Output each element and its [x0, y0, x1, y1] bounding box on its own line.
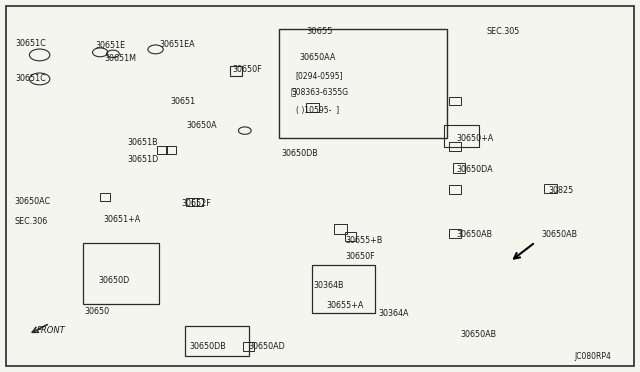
Bar — [334, 224, 347, 234]
Text: 30650AB: 30650AB — [460, 330, 496, 339]
Text: 30651C: 30651C — [15, 74, 46, 83]
Text: Ⓢ: Ⓢ — [290, 89, 296, 97]
Bar — [192, 198, 204, 206]
Text: 30650F: 30650F — [232, 65, 262, 74]
Text: SEC.306: SEC.306 — [14, 217, 47, 225]
Text: 30651B: 30651B — [127, 138, 158, 147]
Bar — [306, 103, 319, 112]
Text: 30651M: 30651M — [104, 54, 136, 63]
Text: JC080RP4: JC080RP4 — [575, 352, 612, 361]
Text: SEC.305: SEC.305 — [487, 27, 520, 36]
Text: 30825: 30825 — [548, 186, 573, 195]
Bar — [449, 142, 461, 151]
Text: 30650F: 30650F — [346, 252, 375, 262]
Text: 30650AD: 30650AD — [248, 342, 285, 351]
Bar — [449, 185, 461, 194]
Text: 30651EA: 30651EA — [159, 41, 195, 49]
Bar — [444, 125, 479, 147]
Bar — [157, 146, 167, 154]
Text: 30655+A: 30655+A — [326, 301, 364, 311]
Text: 30364B: 30364B — [314, 281, 344, 290]
Text: 30650DA: 30650DA — [456, 165, 493, 174]
Text: 30650A: 30650A — [186, 121, 217, 129]
Text: S08363-6355G: S08363-6355G — [291, 89, 348, 97]
Bar — [449, 96, 461, 105]
Text: 30651+A: 30651+A — [103, 215, 141, 224]
Text: 30655: 30655 — [306, 27, 333, 36]
Bar — [185, 326, 248, 356]
Text: 30650DB: 30650DB — [282, 149, 319, 158]
Text: 30651D: 30651D — [127, 155, 159, 164]
Bar — [100, 193, 109, 201]
Bar — [243, 342, 254, 351]
Bar — [312, 265, 375, 313]
Text: [0294-0595]: [0294-0595] — [296, 71, 344, 80]
Bar — [83, 243, 159, 304]
Text: 30650+A: 30650+A — [456, 134, 493, 143]
Text: 30651: 30651 — [170, 97, 195, 106]
Bar — [544, 184, 557, 193]
Bar — [166, 146, 176, 154]
Bar — [452, 163, 465, 173]
Bar — [345, 232, 356, 241]
Text: 30651E: 30651E — [96, 41, 126, 50]
Text: 30650AC: 30650AC — [14, 197, 51, 206]
Text: 30650AA: 30650AA — [300, 53, 336, 62]
Text: 30651C: 30651C — [15, 39, 46, 48]
Text: 30655+B: 30655+B — [346, 236, 383, 245]
Text: 30652F: 30652F — [181, 199, 211, 208]
Text: 30650: 30650 — [84, 307, 109, 316]
Bar — [186, 198, 197, 206]
Bar — [449, 230, 461, 238]
Text: 30364A: 30364A — [379, 309, 409, 318]
Text: FRONT: FRONT — [37, 326, 66, 335]
Text: 30650AB: 30650AB — [541, 230, 578, 239]
Text: 30650AB: 30650AB — [456, 230, 493, 239]
Text: 30650D: 30650D — [99, 276, 129, 285]
Bar — [230, 66, 243, 76]
Bar — [278, 29, 447, 138]
Text: 30650DB: 30650DB — [189, 342, 226, 351]
Text: ( )10595-  ]: ( )10595- ] — [296, 106, 339, 115]
